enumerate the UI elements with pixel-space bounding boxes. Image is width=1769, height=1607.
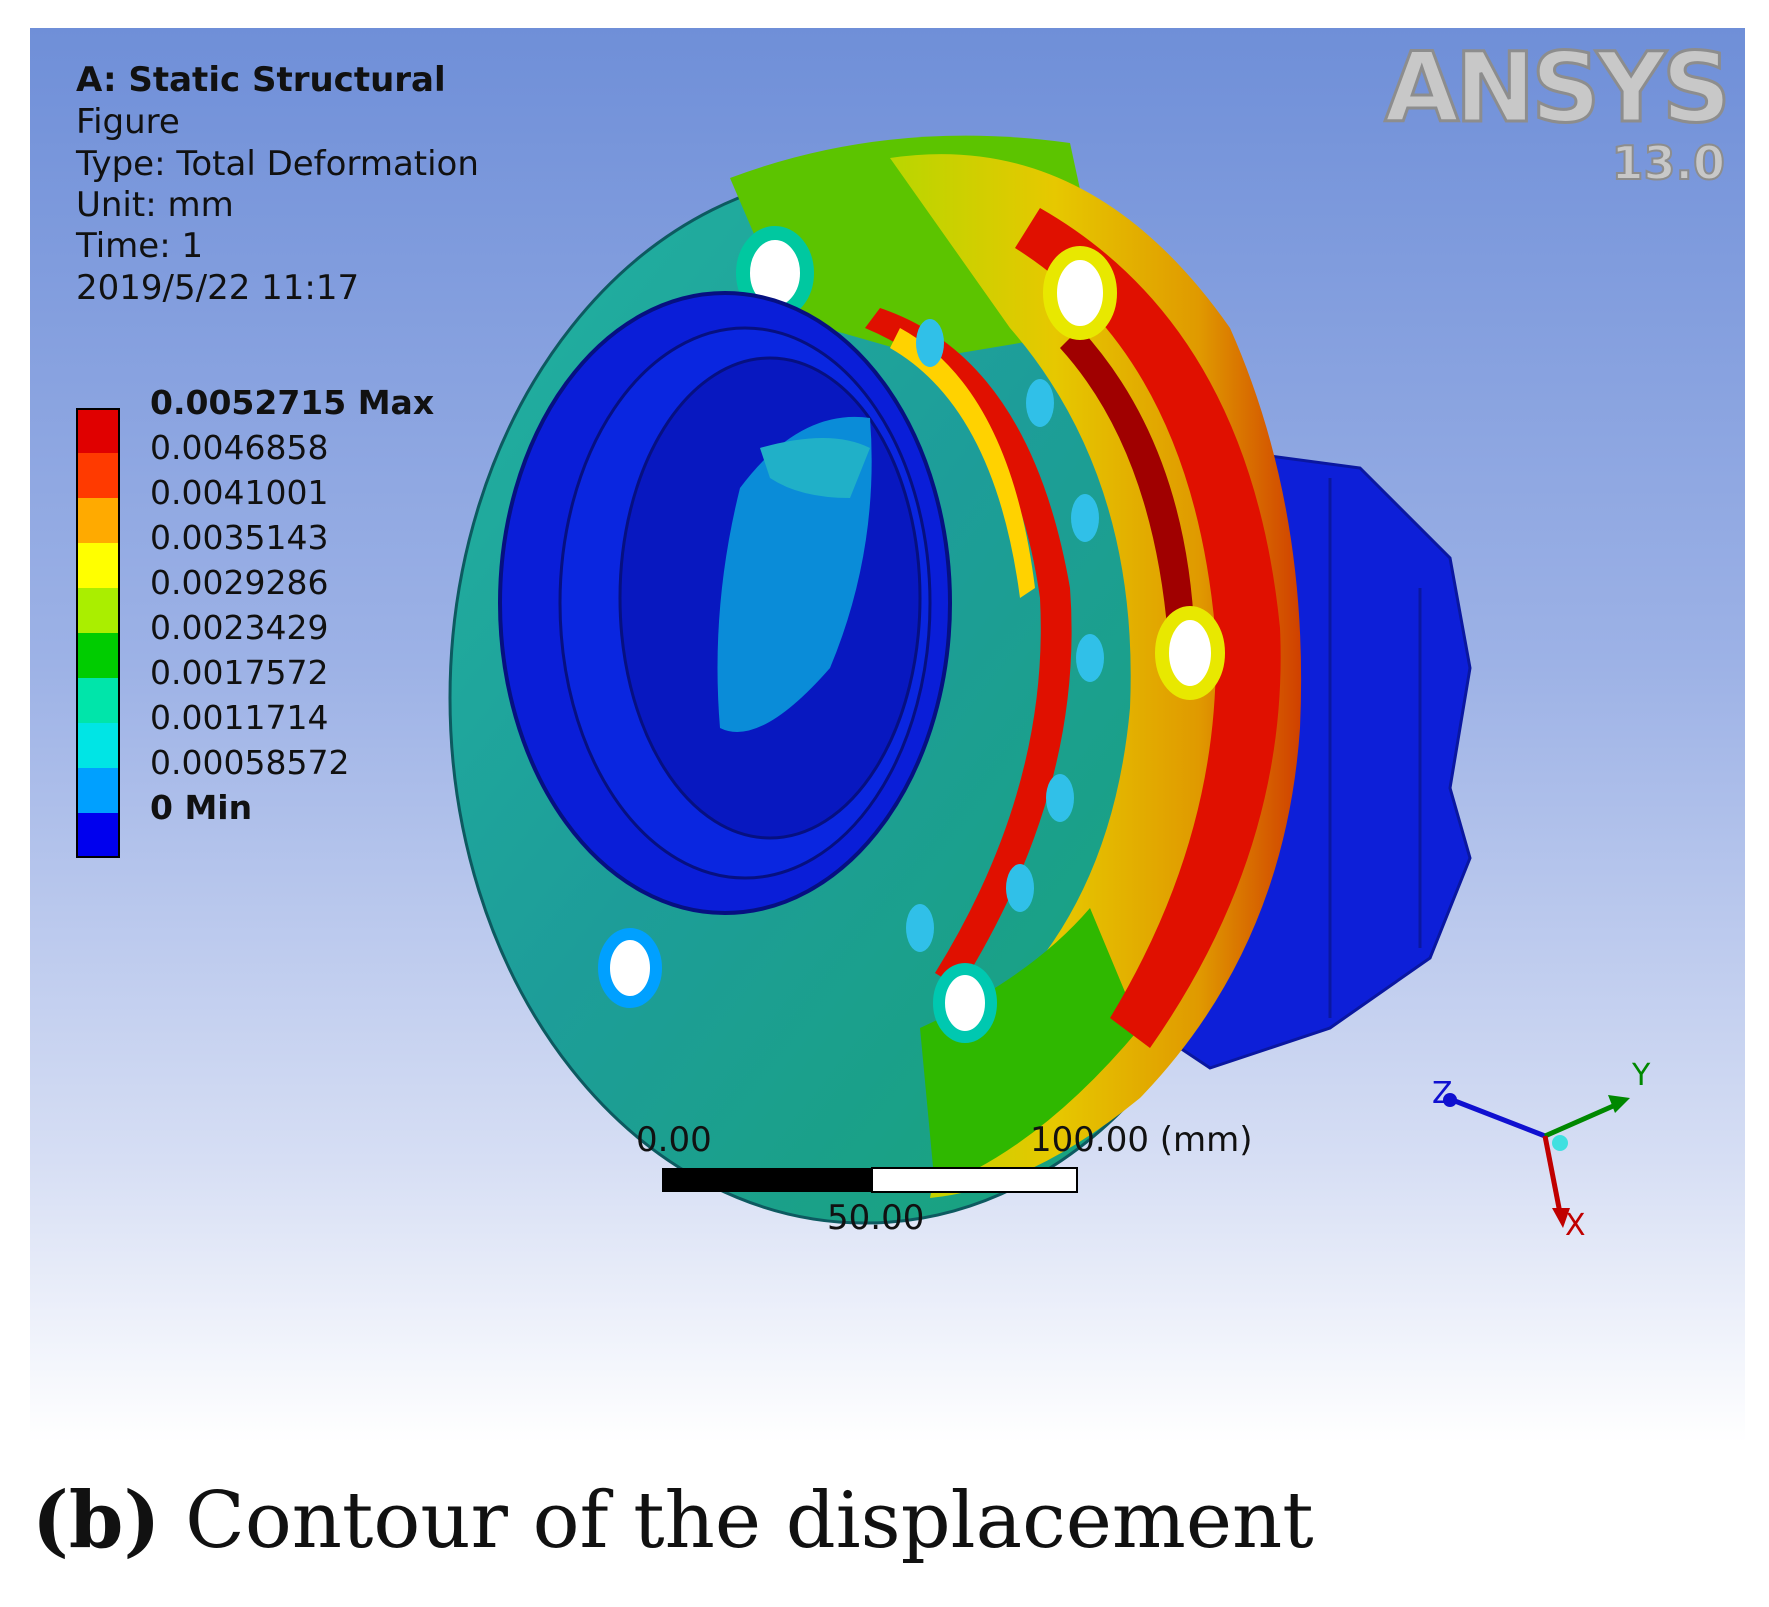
- legend-swatch: [76, 543, 120, 588]
- result-unit: Unit: mm: [76, 185, 234, 225]
- bolt-hole: [598, 928, 662, 1008]
- legend-swatch: [76, 498, 120, 543]
- axis-x-label: X: [1565, 1208, 1586, 1243]
- legend-swatch: [76, 588, 120, 633]
- scale-right-label: 100.00 (mm): [1030, 1120, 1253, 1160]
- legend-label: 0.0035143: [150, 518, 329, 557]
- ansys-version: 13.0: [1611, 135, 1726, 191]
- result-type: Type: Total Deformation: [76, 144, 479, 184]
- legend-swatch: [76, 768, 120, 813]
- legend-swatch: [76, 633, 120, 678]
- result-time: Time: 1: [76, 226, 204, 266]
- figure-label: Figure: [76, 102, 180, 142]
- axis-y-label: Y: [1632, 1058, 1651, 1093]
- scale-bar-filled: [662, 1168, 872, 1192]
- legend-swatch: [76, 678, 120, 723]
- result-viewport[interactable]: A: Static Structural Figure Type: Total …: [30, 28, 1745, 1443]
- bolt-hole: [933, 963, 997, 1043]
- legend-swatch: [76, 453, 120, 498]
- result-timestamp: 2019/5/22 11:17: [76, 268, 360, 308]
- bolt-hole: [1043, 246, 1117, 340]
- legend-label: 0.0017572: [150, 653, 329, 692]
- caption-letter: (b): [32, 1475, 161, 1566]
- legend-swatch: [76, 723, 120, 768]
- legend-label: 0.0029286: [150, 563, 329, 602]
- deformation-contour-model: [448, 135, 1630, 1228]
- legend-label: 0.0041001: [150, 473, 329, 512]
- scale-middle-label: 50.00: [827, 1198, 925, 1238]
- axis-triad: [1443, 1093, 1630, 1228]
- legend-colorbar: [76, 408, 120, 858]
- scale-bar-empty: [871, 1167, 1078, 1193]
- legend-label: 0.00058572: [150, 743, 350, 782]
- ansys-logo: ANSYS: [1383, 31, 1732, 146]
- axis-z-label: Z: [1432, 1076, 1453, 1111]
- legend-label: 0.0046858: [150, 428, 329, 467]
- figure-caption: (b) Contour of the displacement: [32, 1475, 1314, 1566]
- legend-swatch: [76, 408, 120, 453]
- legend-swatch: [76, 813, 120, 858]
- caption-text: Contour of the displacement: [160, 1476, 1314, 1566]
- legend-label: 0.0052715 Max: [150, 383, 435, 422]
- legend-label: 0 Min: [150, 788, 253, 827]
- bolt-hole: [1155, 606, 1225, 700]
- legend-label: 0.0023429: [150, 608, 329, 647]
- legend-label: 0.0011714: [150, 698, 329, 737]
- scale-left-label: 0.00: [636, 1120, 712, 1160]
- analysis-title: A: Static Structural: [76, 60, 446, 100]
- max-deformation-band: [1015, 208, 1281, 1048]
